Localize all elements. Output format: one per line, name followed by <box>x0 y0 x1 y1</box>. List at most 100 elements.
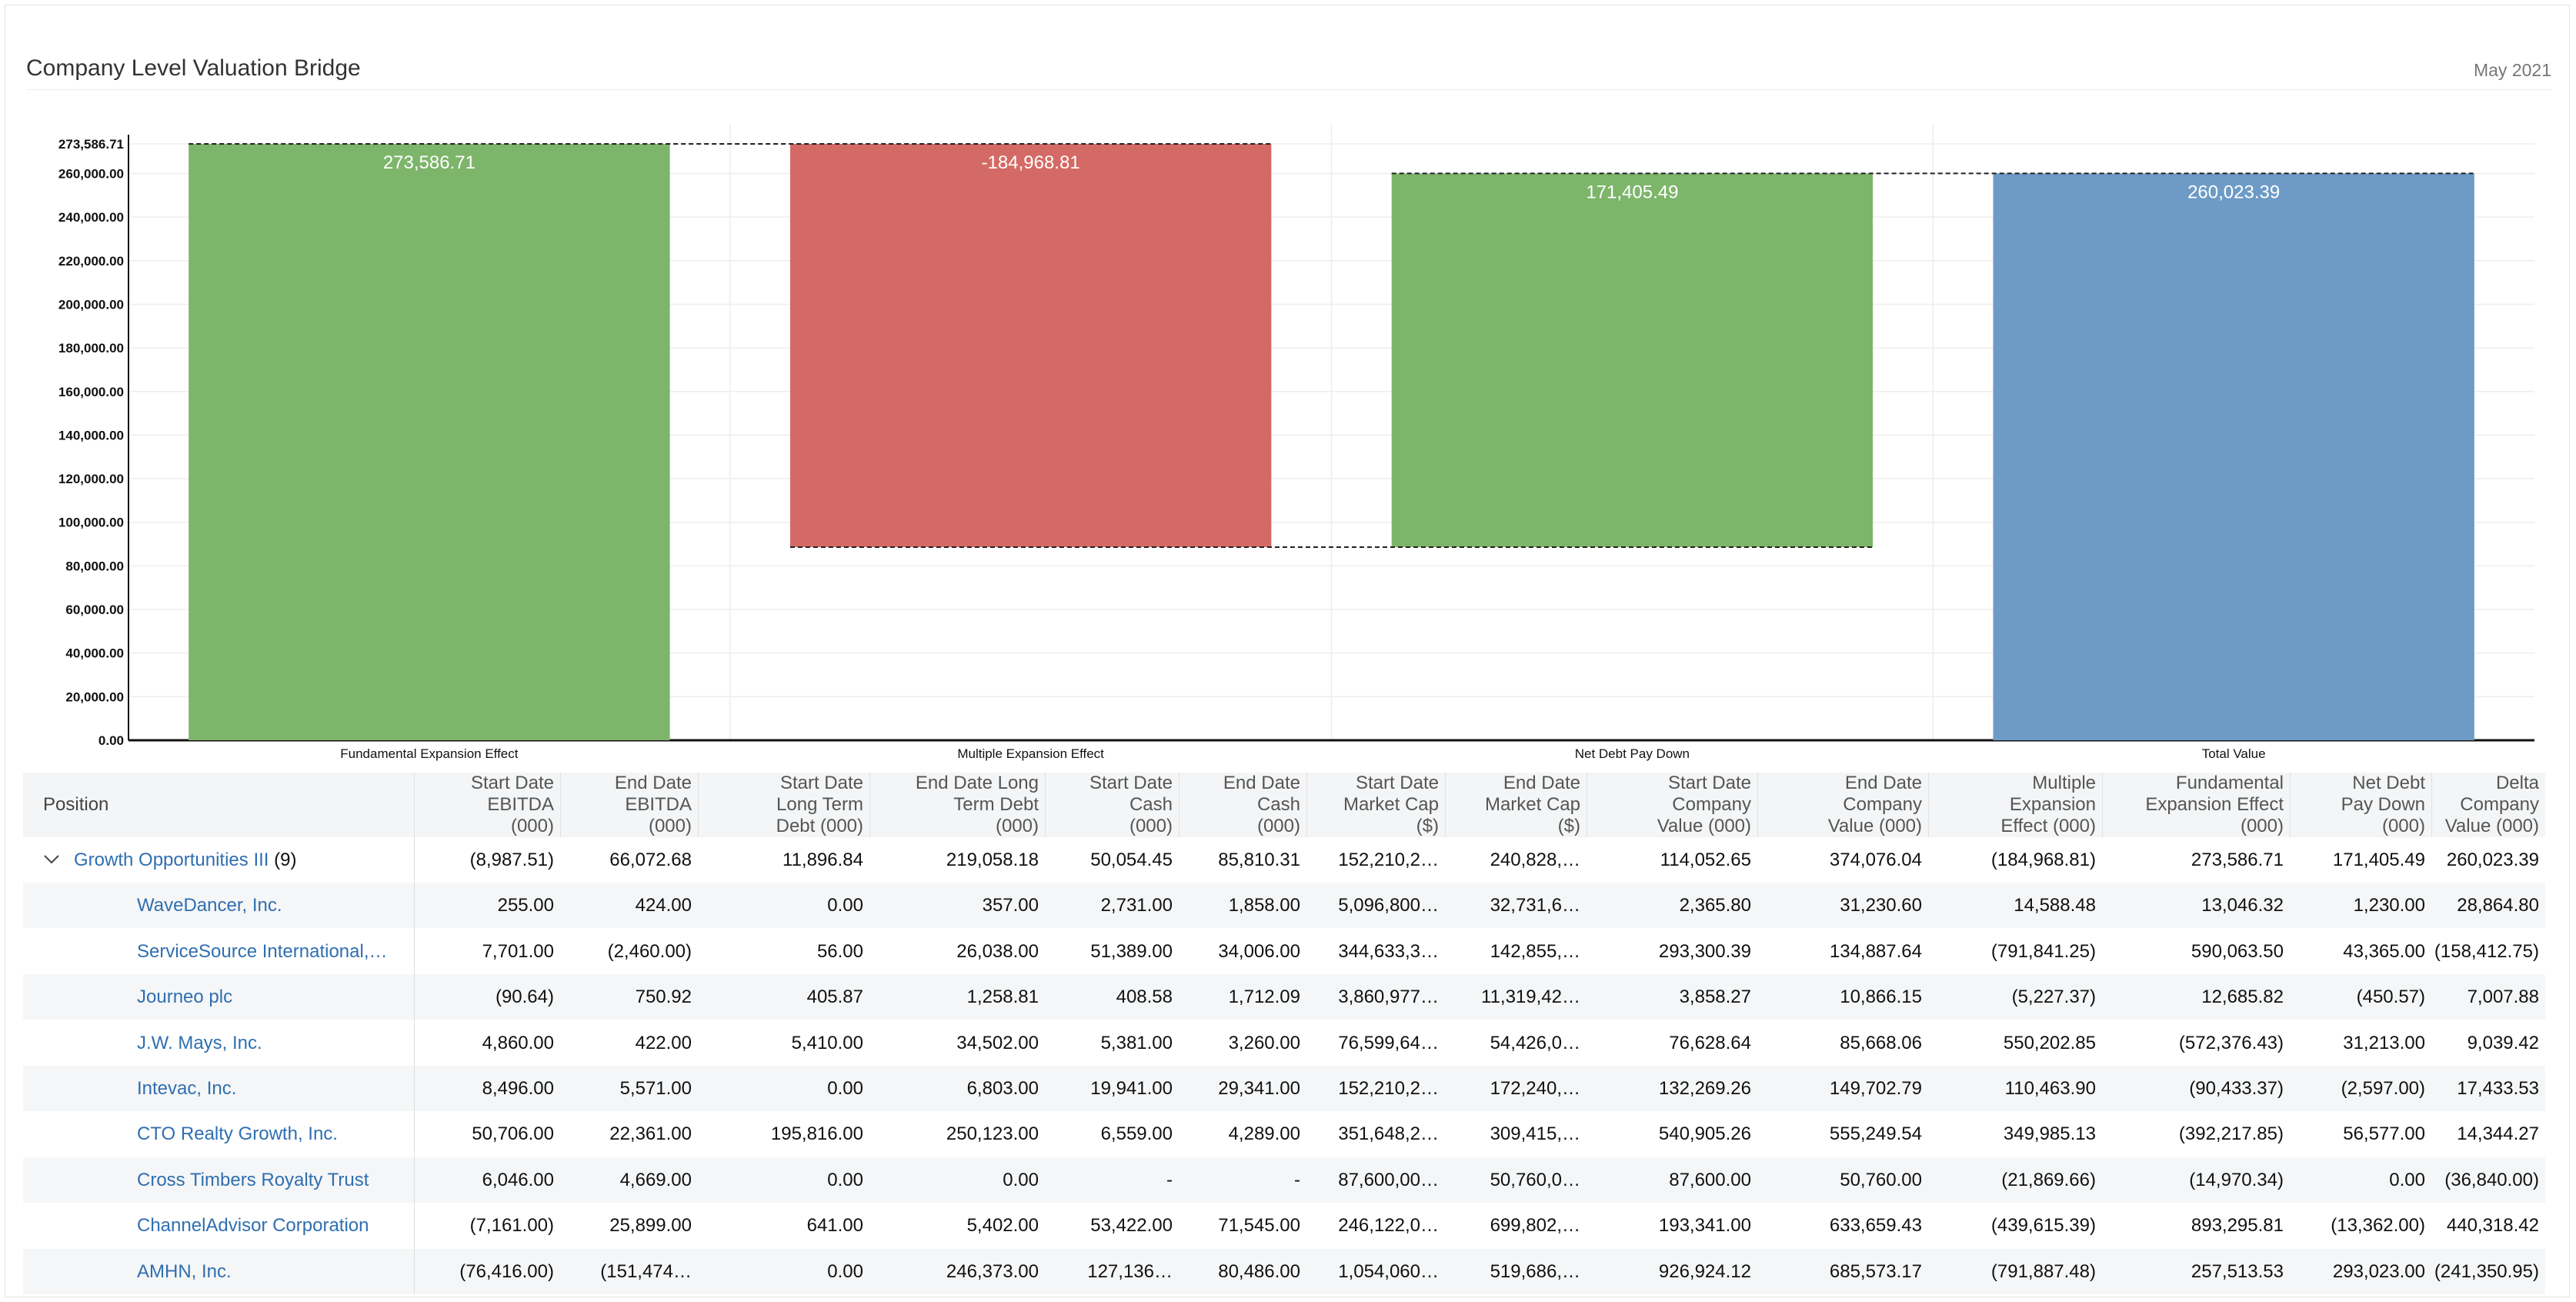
table-cell: 260,023.39 <box>2446 850 2539 870</box>
column-header[interactable]: End Date Market Cap ($) <box>1484 773 1580 836</box>
table-cell: 80,486.00 <box>1218 1260 1300 1282</box>
table-row[interactable]: WaveDancer, Inc. 255.00 424.00 0.00 357.00 2,… <box>23 883 2545 929</box>
x-category-label: Multiple Expansion Effect <box>957 746 1104 761</box>
table-row[interactable]: ChannelAdvisor Corporation (7,161.00) 25,8… <box>23 1203 2545 1248</box>
column-divider <box>560 773 561 837</box>
column-header[interactable]: Fundamental Expansion Effect (000) <box>2145 773 2284 836</box>
group-row[interactable]: Growth Opportunities III (9) (8,987.51) 66… <box>23 837 2545 883</box>
table-cell: 22,361.00 <box>609 1123 692 1145</box>
y-tick-label: 220,000.00 <box>58 254 124 269</box>
table-cell: 8,496.00 <box>482 1078 554 1099</box>
column-header[interactable]: Start Date Market Cap ($) <box>1343 773 1439 836</box>
table-cell: 351,648,2… <box>1338 1123 1439 1145</box>
column-header[interactable]: End Date Cash (000) <box>1223 773 1300 836</box>
column-divider <box>869 773 870 837</box>
chevron-down-icon[interactable] <box>40 848 63 871</box>
table-cell: 6,559.00 <box>1100 1123 1173 1145</box>
table-cell: 85,668.06 <box>1840 1032 1922 1053</box>
table-cell: 3,858.27 <box>1679 987 1751 1008</box>
column-divider <box>2102 773 2103 837</box>
table-cell: 152,210,2… <box>1338 1078 1439 1099</box>
column-header[interactable]: Delta Company Value (000) <box>2444 773 2539 836</box>
column-header-position[interactable]: Position <box>43 794 109 815</box>
table-cell: 34,006.00 <box>1218 940 1300 962</box>
table-row[interactable]: AMHN, Inc. (76,416.00) (151,474… 0.00 246,37… <box>23 1248 2545 1294</box>
position-name-link[interactable]: J.W. Mays, Inc. <box>137 1032 262 1053</box>
table-cell: 195,816.00 <box>770 1123 863 1145</box>
table-cell: 2,731.00 <box>1100 895 1173 916</box>
table-cell: (2,597.00) <box>2341 1078 2425 1099</box>
data-label: 260,023.39 <box>2187 182 2280 202</box>
position-name-link[interactable]: Cross Timbers Royalty Trust <box>137 1169 369 1190</box>
table-cell: 1,054,060… <box>1338 1260 1439 1282</box>
position-name-link[interactable]: Intevac, Inc. <box>137 1078 237 1099</box>
table-cell: 1,230.00 <box>2353 895 2425 916</box>
y-tick-label: 40,000.00 <box>65 646 124 661</box>
table-cell: 17,433.53 <box>2457 1078 2539 1099</box>
group-name[interactable]: Growth Opportunities III <box>74 850 269 870</box>
table-row[interactable]: J.W. Mays, Inc. 4,860.00 422.00 5,410.00 34,… <box>23 1020 2545 1066</box>
table-cell: 408.58 <box>1116 987 1173 1008</box>
table-cell: 31,230.60 <box>1840 895 1922 916</box>
table-cell: 550,202.85 <box>2003 1032 2096 1053</box>
table-cell: 43,365.00 <box>2343 940 2425 962</box>
table-cell: 424.00 <box>635 895 692 916</box>
y-tick-label: 180,000.00 <box>58 341 124 356</box>
position-name-link[interactable]: AMHN, Inc. <box>137 1260 232 1282</box>
data-label: -184,968.81 <box>982 152 1080 173</box>
column-header[interactable]: Start Date EBITDA (000) <box>470 773 554 836</box>
bar-positive <box>1391 173 1874 547</box>
x-category-label: Net Debt Pay Down <box>1575 746 1690 761</box>
table-cell: 5,096,800… <box>1338 895 1439 916</box>
position-name-link[interactable]: Journeo plc <box>137 987 233 1008</box>
table-row[interactable]: ServiceSource International,… 7,701.00 (2,… <box>23 929 2545 974</box>
table-cell: 7,007.88 <box>2467 987 2539 1008</box>
table-cell: (90,433.37) <box>2189 1078 2284 1099</box>
table-cell: 293,300.39 <box>1658 940 1751 962</box>
table-cell: (158,412.75) <box>2434 940 2539 962</box>
column-header[interactable]: Start Date Company Value (000) <box>1657 773 1751 836</box>
table-cell: 50,760.00 <box>1840 1169 1922 1190</box>
column-header[interactable]: Net Debt Pay Down (000) <box>2341 773 2425 836</box>
column-header[interactable]: End Date EBITDA (000) <box>614 773 692 836</box>
table-cell: (151,474… <box>600 1260 692 1282</box>
table-cell: - <box>1166 1169 1173 1190</box>
table-cell: 440,318.42 <box>2446 1215 2539 1237</box>
table-cell: 5,381.00 <box>1100 1032 1173 1053</box>
table-cell: 171,405.49 <box>2332 850 2425 870</box>
column-header[interactable]: Start Date Cash (000) <box>1089 773 1173 836</box>
table-row[interactable]: Journeo plc (90.64) 750.92 405.87 1,258.81 40… <box>23 974 2545 1020</box>
table-cell: 51,389.00 <box>1090 940 1173 962</box>
bar-positive <box>189 144 670 740</box>
position-name-link[interactable]: WaveDancer, Inc. <box>137 895 282 916</box>
column-header[interactable]: Start Date Long Term Debt (000) <box>776 773 863 836</box>
table-cell: 11,896.84 <box>782 850 863 870</box>
table-row[interactable]: CTO Realty Growth, Inc. 50,706.00 22,361.0… <box>23 1111 2545 1157</box>
table-row[interactable]: Cross Timbers Royalty Trust 6,046.00 4,669… <box>23 1157 2545 1203</box>
group-name-link[interactable]: Growth Opportunities III (9) <box>74 850 405 871</box>
table-cell: 134,887.64 <box>1829 940 1922 962</box>
table-cell: 893,295.81 <box>2191 1215 2284 1237</box>
table-cell: 750.92 <box>635 987 692 1008</box>
table-cell: 555,249.54 <box>1829 1123 1922 1145</box>
position-name-link[interactable]: ChannelAdvisor Corporation <box>137 1215 369 1237</box>
column-divider <box>698 773 699 837</box>
column-header[interactable]: Multiple Expansion Effect (000) <box>2000 773 2096 836</box>
column-header[interactable]: End Date Long Term Debt (000) <box>915 773 1039 836</box>
table-cell: 349,985.13 <box>2003 1123 2096 1145</box>
table-cell: 152,210,2… <box>1338 850 1439 870</box>
table-cell: 633,659.43 <box>1829 1215 1922 1237</box>
y-tick-label: 273,586.71 <box>58 137 124 152</box>
table-cell: 71,545.00 <box>1218 1215 1300 1237</box>
position-name-link[interactable]: ServiceSource International,… <box>137 940 388 962</box>
table-cell: 114,052.65 <box>1660 850 1751 870</box>
table-cell: 29,341.00 <box>1218 1078 1300 1099</box>
bar-negative <box>789 144 1272 547</box>
table-cell: 3,260.00 <box>1228 1032 1300 1053</box>
table-cell: 219,058.18 <box>946 850 1039 870</box>
table-cell: 540,905.26 <box>1658 1123 1751 1145</box>
table-row[interactable]: Intevac, Inc. 8,496.00 5,571.00 0.00 6,803.0… <box>23 1066 2545 1111</box>
column-header[interactable]: End Date Company Value (000) <box>1827 773 1922 836</box>
position-name-link[interactable]: CTO Realty Growth, Inc. <box>137 1123 338 1145</box>
table-cell: 50,706.00 <box>472 1123 554 1145</box>
